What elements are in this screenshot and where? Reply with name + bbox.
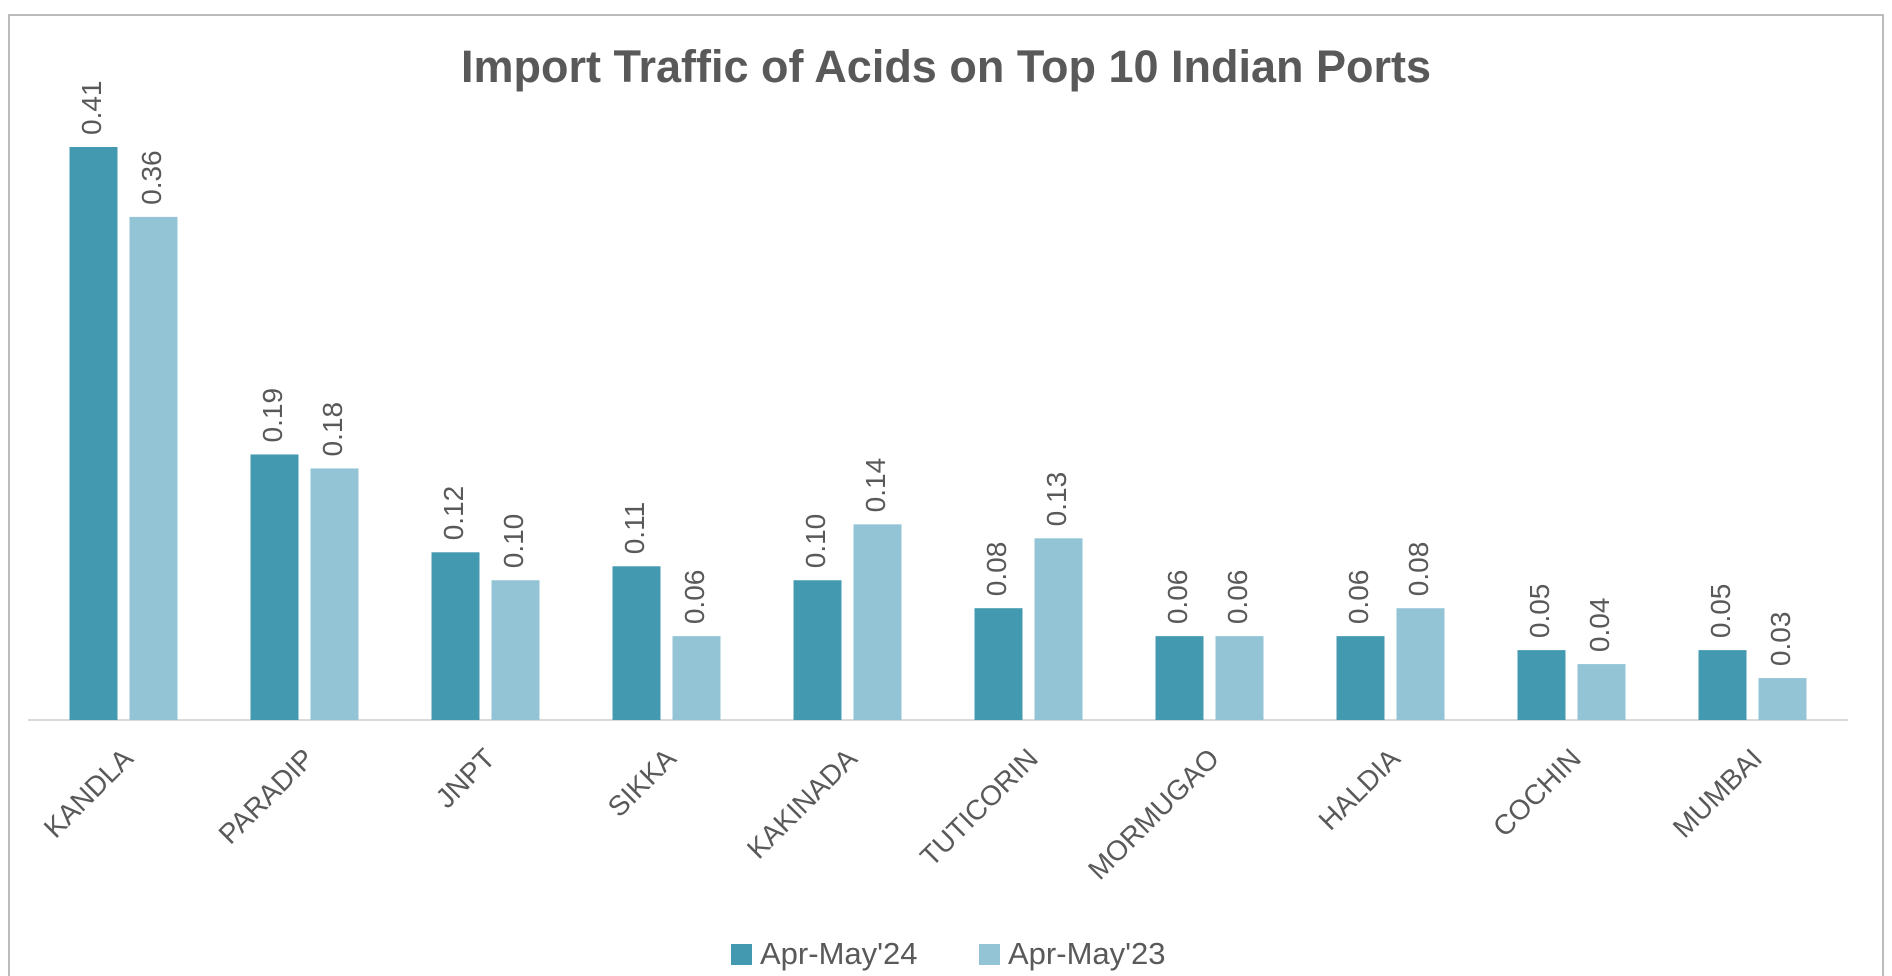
legend-swatch <box>731 944 752 965</box>
data-label: 0.03 <box>1765 612 1796 667</box>
data-label: 0.10 <box>800 514 831 569</box>
data-label: 0.08 <box>981 542 1012 597</box>
data-label: 0.14 <box>860 458 891 513</box>
bar <box>69 147 118 720</box>
x-tick-label: JNPT <box>430 743 501 814</box>
x-tick-label: MUMBAI <box>1667 743 1768 844</box>
bar <box>491 580 540 720</box>
x-tick-label: KANDLA <box>38 742 139 843</box>
x-tick-label: SIKKA <box>602 742 682 822</box>
data-label: 0.06 <box>679 570 710 625</box>
legend-swatch <box>979 944 1000 965</box>
chart-border <box>8 14 1884 976</box>
data-label: 0.19 <box>257 388 288 443</box>
bar <box>129 216 178 720</box>
x-tick-label: MORMUGAO <box>1082 743 1225 886</box>
data-label: 0.04 <box>1584 598 1615 653</box>
data-label: 0.18 <box>317 402 348 457</box>
bar <box>974 608 1023 720</box>
bar <box>431 552 480 720</box>
data-label: 0.11 <box>619 502 650 554</box>
bar <box>1155 636 1204 720</box>
x-tick-label: TUTICORIN <box>914 743 1044 873</box>
bar <box>1758 678 1807 720</box>
data-label: 0.06 <box>1343 570 1374 625</box>
bar <box>612 566 661 720</box>
chart-title: Import Traffic of Acids on Top 10 Indian… <box>461 41 1431 92</box>
legend-label: Apr-May'24 <box>760 936 918 971</box>
bar <box>310 468 359 720</box>
bar <box>1396 608 1445 720</box>
data-label: 0.05 <box>1524 584 1555 639</box>
x-tick-label: HALDIA <box>1313 742 1407 836</box>
data-label: 0.06 <box>1222 570 1253 625</box>
bar <box>250 454 299 720</box>
bar <box>1577 664 1626 720</box>
data-label: 0.12 <box>438 486 469 541</box>
data-label: 0.10 <box>498 514 529 569</box>
data-label: 0.05 <box>1705 584 1736 639</box>
bar <box>672 636 721 720</box>
bar <box>1215 636 1264 720</box>
bar <box>793 580 842 720</box>
data-label: 0.41 <box>76 81 107 136</box>
data-label: 0.13 <box>1041 472 1072 527</box>
data-label: 0.36 <box>136 150 167 205</box>
bar <box>1517 650 1566 720</box>
x-tick-label: COCHIN <box>1487 743 1587 843</box>
legend-label: Apr-May'23 <box>1008 936 1166 971</box>
x-tick-label: PARADIP <box>213 743 320 850</box>
bar <box>1336 636 1385 720</box>
data-label: 0.08 <box>1403 542 1434 597</box>
data-label: 0.06 <box>1162 570 1193 625</box>
bar <box>1034 538 1083 720</box>
x-tick-label: KAKINADA <box>741 742 863 864</box>
bar <box>1698 650 1747 720</box>
bar <box>853 524 902 720</box>
